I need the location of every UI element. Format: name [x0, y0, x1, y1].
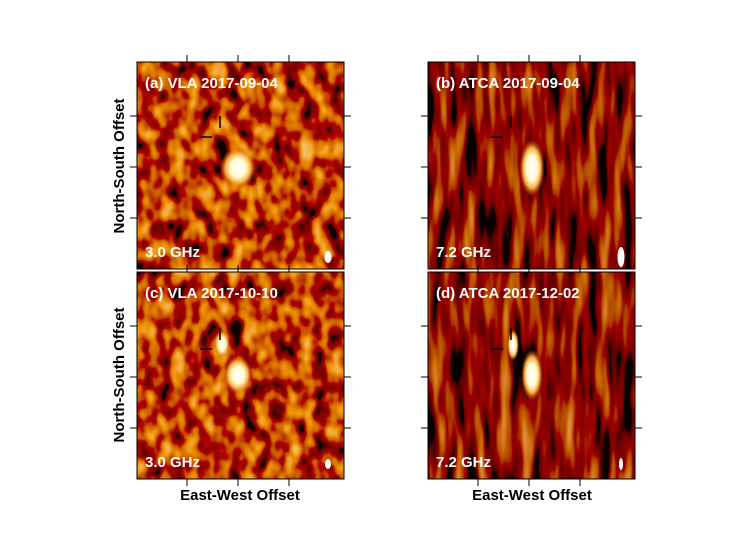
panel-label: (d) ATCA 2017-12-02: [436, 285, 580, 302]
frequency-label: 7.2 GHz: [436, 244, 491, 261]
x-axis-label: East-West Offset: [472, 487, 592, 504]
panel-label: (c) VLA 2017-10-10: [145, 285, 278, 302]
image: [137, 62, 344, 269]
source: [223, 355, 253, 395]
frequency-label: 7.2 GHz: [436, 454, 491, 471]
panel-label: (b) ATCA 2017-09-04: [436, 75, 580, 92]
source: [521, 349, 543, 401]
frame: [427, 61, 636, 270]
frame: [427, 271, 636, 480]
frequency-label: 3.0 GHz: [145, 244, 200, 261]
image-panel: (c) VLA 2017-10-10 3.0 GHz: [130, 265, 351, 486]
source: [220, 147, 256, 189]
y-axis-label: North-South Offset: [111, 308, 128, 443]
image-panel: (a) VLA 2017-09-04 3.0 GHz: [130, 55, 351, 276]
image: [137, 272, 344, 479]
frame: [136, 271, 345, 480]
image: [428, 62, 635, 269]
beam: [324, 251, 332, 263]
image-panel: (d) ATCA 2017-12-02 7.2 GHz: [421, 265, 642, 486]
source: [519, 139, 545, 197]
frame: [136, 61, 345, 270]
frequency-label: 3.0 GHz: [145, 454, 200, 471]
beam: [617, 247, 625, 267]
source: [214, 329, 230, 359]
beam: [619, 458, 623, 470]
source: [507, 329, 519, 361]
x-axis-label: East-West Offset: [180, 487, 300, 504]
beam: [325, 459, 331, 469]
image-panel: (b) ATCA 2017-09-04 7.2 GHz: [421, 55, 642, 276]
panel-label: (a) VLA 2017-09-04: [145, 75, 278, 92]
y-axis-label: North-South Offset: [111, 99, 128, 234]
image: [428, 272, 635, 479]
